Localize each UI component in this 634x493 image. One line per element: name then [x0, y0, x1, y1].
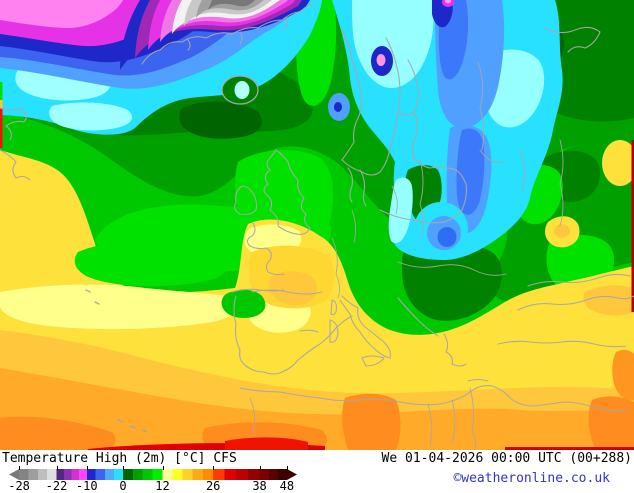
map-title: Temperature High (2m) [°C] CFS — [2, 451, 237, 466]
scale-tick-label: 48 — [280, 479, 294, 493]
europe-temperature-map — [0, 0, 634, 450]
copyright-link[interactable]: ©weatheronline.co.uk — [453, 471, 610, 486]
scale-tick-label: 0 — [119, 479, 126, 493]
map-datetime: We 01-04-2026 00:00 UTC (00+288) — [382, 451, 632, 466]
temperature-map-svg — [0, 0, 634, 450]
scale-tick-mark — [287, 466, 288, 470]
scale-tick-label: -22 — [46, 479, 68, 493]
scale-tick-mark — [19, 466, 20, 470]
scale-tick-mark — [123, 466, 124, 470]
scale-tick-mark — [57, 466, 58, 470]
legend-bar: Temperature High (2m) [°C] CFS We 01-04-… — [0, 450, 634, 490]
scale-tick-mark — [163, 466, 164, 470]
scale-tick-mark — [87, 466, 88, 470]
scale-tick-label: 26 — [206, 479, 220, 493]
scale-tick-mark — [260, 466, 261, 470]
scale-tick-label: -28 — [8, 479, 30, 493]
scale-tick-label: 38 — [252, 479, 266, 493]
scale-tick-label: -10 — [76, 479, 98, 493]
scale-tick-label: 12 — [155, 479, 169, 493]
scale-tick-mark — [213, 466, 214, 470]
